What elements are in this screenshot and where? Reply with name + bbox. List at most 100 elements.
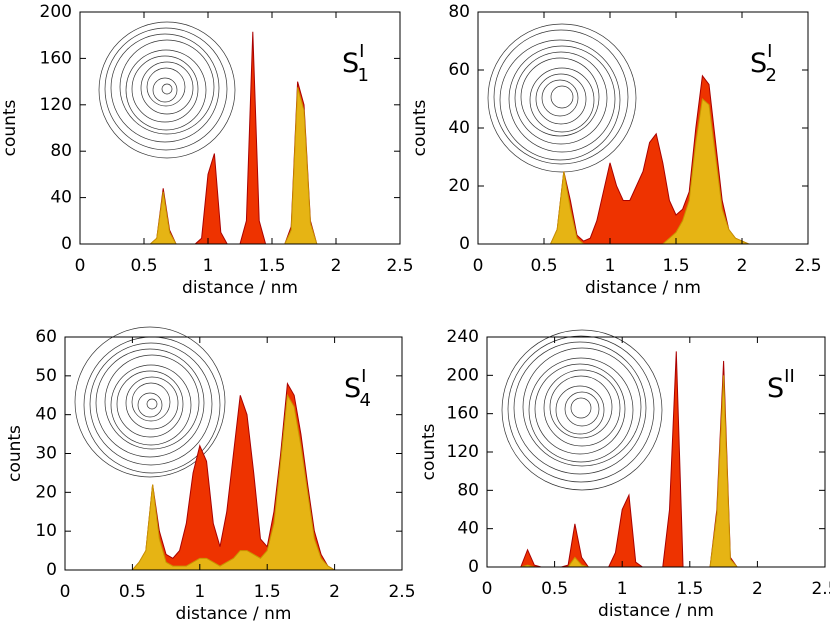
molecule-ring: [146, 398, 158, 410]
molecule-ring: [570, 397, 592, 419]
y-tick-label: 40: [457, 519, 479, 539]
molecule-ring: [549, 375, 613, 439]
x-tick-label: 2: [752, 579, 763, 599]
y-tick-label: 80: [448, 2, 470, 22]
molecule-ring: [507, 335, 655, 483]
x-tick-label: 0: [473, 256, 484, 276]
molecule-ring: [161, 83, 173, 95]
molecule-ring: [131, 382, 171, 422]
molecule-ring: [95, 348, 205, 458]
label-sub: 4: [359, 390, 370, 411]
y-tick-label: 50: [35, 366, 57, 386]
molecule-ring: [137, 392, 163, 418]
histogram-area: [131, 393, 349, 571]
histogram-area: [520, 351, 771, 568]
x-axis-label: distance / nm: [585, 278, 701, 298]
y-axis-label: counts: [410, 99, 430, 156]
x-tick-label: 0: [482, 579, 493, 599]
x-tick-label: 1: [617, 579, 628, 599]
molecule-ring: [110, 364, 192, 446]
y-tick-label: 200: [447, 365, 479, 385]
molecule-ring: [140, 61, 194, 115]
label-sup: I: [767, 41, 772, 62]
molecule-ring: [529, 67, 595, 133]
label-sup: I: [359, 41, 364, 62]
series-label: SI 2: [750, 41, 777, 86]
x-tick-label: 2.5: [388, 582, 415, 602]
label-sup: II: [784, 366, 795, 387]
molecule-ring: [487, 23, 637, 173]
molecule-ring: [110, 33, 220, 143]
molecule-ring: [550, 85, 574, 109]
label-sup: I: [361, 366, 366, 387]
molecule-ring: [543, 369, 621, 447]
label-base: S: [342, 48, 359, 79]
molecule-ring: [125, 376, 179, 430]
y-axis-label: counts: [419, 423, 439, 480]
plot-frame: [79, 11, 401, 245]
label-sub: 1: [357, 65, 368, 86]
y-tick-label: 160: [447, 404, 479, 424]
x-tick-label: 2: [737, 256, 748, 276]
x-tick-label: 1: [194, 582, 205, 602]
x-tick-label: 1: [605, 256, 616, 276]
y-tick-label: 40: [448, 118, 470, 138]
y-tick-label: 120: [447, 442, 479, 462]
y-tick-label: 80: [50, 141, 72, 161]
y-axis-label: counts: [5, 425, 25, 482]
molecule-ring: [74, 326, 226, 478]
series-label: SI 1: [342, 41, 369, 86]
molecule-ring: [534, 363, 626, 455]
molecule-ring: [501, 329, 663, 491]
plot-frame: [486, 336, 826, 568]
y-tick-label: 60: [35, 327, 57, 347]
x-tick-label: 2: [329, 582, 340, 602]
x-axis-label: distance / nm: [176, 604, 292, 624]
y-tick-label: 160: [40, 48, 72, 68]
molecule-ring: [520, 57, 600, 137]
x-tick-label: 1: [203, 256, 214, 276]
molecule-ring: [89, 342, 213, 466]
x-tick-label: 2.5: [811, 579, 830, 599]
x-tick-label: 2: [331, 256, 342, 276]
molecule-ring: [528, 357, 634, 463]
molecule-ring: [499, 39, 621, 161]
molecule-ring: [564, 391, 600, 427]
y-tick-label: 10: [35, 521, 57, 541]
x-tick-label: 1.5: [258, 256, 285, 276]
y-tick-label: 200: [40, 2, 72, 22]
molecule-ring: [555, 385, 605, 435]
x-tick-label: 2.5: [794, 256, 821, 276]
molecule-ring: [514, 51, 608, 145]
molecule-ring: [131, 55, 199, 123]
series-label: SI 4: [344, 366, 371, 411]
label-base: S: [750, 48, 767, 79]
y-tick-label: 120: [40, 95, 72, 115]
molecule-ring: [513, 341, 647, 475]
molecule-ring: [146, 67, 186, 107]
x-tick-label: 1.5: [662, 256, 689, 276]
y-tick-label: 0: [61, 234, 72, 254]
x-tick-label: 2.5: [386, 256, 413, 276]
y-tick-label: 240: [447, 327, 479, 347]
molecule-ring: [541, 79, 579, 117]
x-axis-label: distance / nm: [598, 601, 714, 621]
histogram-area: [144, 31, 349, 245]
y-tick-label: 0: [459, 234, 470, 254]
y-tick-label: 20: [448, 176, 470, 196]
molecule-ring: [152, 77, 178, 103]
molecule-ring: [116, 370, 184, 438]
y-tick-label: 0: [46, 560, 57, 580]
molecule-ring: [119, 39, 215, 135]
y-tick-label: 60: [448, 60, 470, 80]
y-tick-label: 40: [35, 405, 57, 425]
molecule-ring: [522, 347, 642, 467]
x-tick-label: 0.5: [130, 256, 157, 276]
molecule-ring: [104, 354, 200, 450]
molecule-ring: [125, 49, 207, 131]
molecule-ring: [104, 27, 228, 151]
x-tick-label: 1.5: [676, 579, 703, 599]
series-label: SII: [767, 366, 795, 404]
x-axis-label: distance / nm: [182, 278, 298, 298]
